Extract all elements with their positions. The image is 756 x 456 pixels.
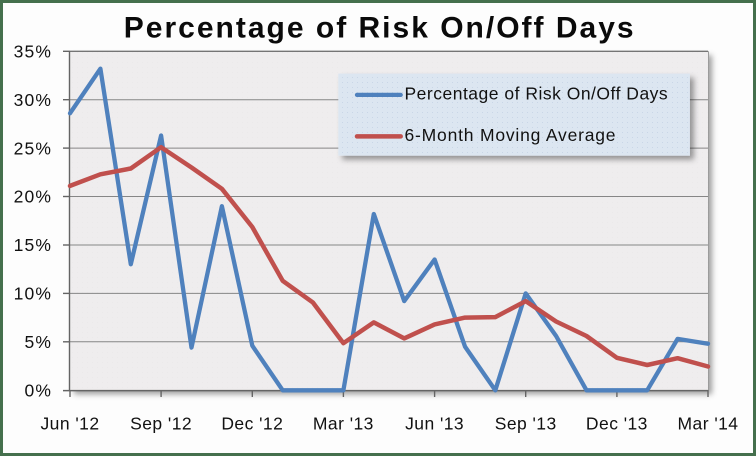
svg-text:10%: 10%: [14, 284, 52, 304]
svg-text:20%: 20%: [14, 187, 52, 207]
svg-text:30%: 30%: [14, 90, 52, 110]
svg-text:25%: 25%: [14, 138, 52, 158]
svg-text:35%: 35%: [14, 42, 52, 62]
svg-text:Dec '13: Dec '13: [586, 414, 648, 434]
svg-text:Percentage of Risk On/Off Days: Percentage of Risk On/Off Days: [124, 12, 636, 45]
svg-text:Sep '13: Sep '13: [495, 414, 557, 434]
svg-text:6-Month Moving Average: 6-Month Moving Average: [405, 125, 617, 145]
svg-text:Mar '14: Mar '14: [678, 414, 739, 434]
svg-text:Percentage of Risk On/Off Days: Percentage of Risk On/Off Days: [405, 83, 669, 103]
svg-text:Mar '13: Mar '13: [313, 414, 374, 434]
svg-text:0%: 0%: [25, 380, 53, 400]
svg-text:Jun '12: Jun '12: [40, 414, 99, 434]
svg-text:Jun '13: Jun '13: [405, 414, 464, 434]
svg-text:Dec '12: Dec '12: [221, 414, 283, 434]
svg-text:5%: 5%: [25, 332, 53, 352]
svg-text:15%: 15%: [14, 235, 52, 255]
svg-text:Sep '12: Sep '12: [130, 414, 192, 434]
